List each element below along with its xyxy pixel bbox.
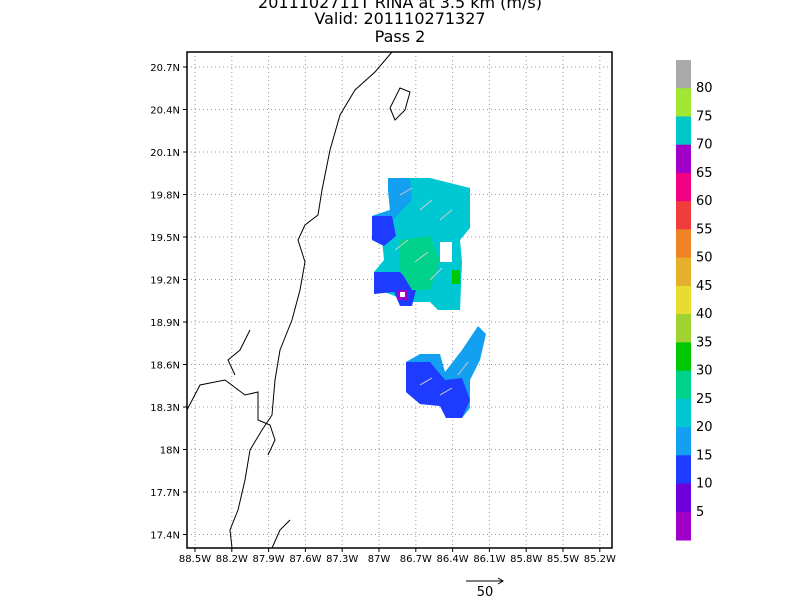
lon-label: 86.4W	[437, 554, 469, 565]
lat-label: 18.3N	[150, 403, 180, 414]
colorbar-label: 40	[696, 307, 713, 322]
colorbar-swatch	[676, 201, 691, 230]
lon-label: 88.5W	[179, 554, 211, 565]
lat-label: 19.5N	[150, 233, 180, 244]
colorbar-label: 25	[696, 392, 713, 407]
colorbar-swatch	[676, 60, 691, 89]
colorbar-swatch	[676, 172, 691, 202]
grid: 20.7N 20.4N 20.1N 19.8N 19.5N 19.2N 18.9N 18.6N…	[150, 52, 616, 565]
colorbar-label: 5	[696, 505, 704, 520]
colorbar-label: 30	[696, 364, 713, 379]
lon-label: 85.8W	[510, 554, 542, 565]
lat-label: 18N	[160, 446, 180, 457]
coastline	[186, 51, 411, 549]
lat-label: 17.7N	[150, 488, 180, 499]
colorbar-swatch	[676, 483, 691, 513]
wind-field	[372, 178, 486, 418]
colorbar-swatch	[676, 88, 691, 117]
colorbar-swatch	[676, 455, 691, 485]
title-line: Valid: 201110271327	[314, 9, 485, 28]
colorbar-label: 70	[696, 138, 713, 153]
colorbar: 80 75 70 65 60 55 50 45 40 35 30 25 20 15 10 5	[676, 60, 713, 541]
lon-label: 86.1W	[473, 554, 505, 565]
colorbar-label: 20	[696, 420, 713, 435]
colorbar-label: 60	[696, 194, 713, 209]
lat-label: 18.6N	[150, 361, 180, 372]
lat-label: 17.4N	[150, 531, 180, 542]
lon-label: 85.2W	[584, 554, 616, 565]
lon-label: 87W	[368, 554, 391, 565]
colorbar-label: 55	[696, 222, 713, 237]
colorbar-swatch	[676, 314, 691, 343]
colorbar-label: 50	[696, 251, 713, 266]
lon-label: 87.3W	[326, 554, 358, 565]
colorbar-swatch	[676, 370, 691, 400]
colorbar-swatch	[676, 398, 691, 428]
lat-label: 20.4N	[150, 106, 180, 117]
colorbar-swatch	[676, 285, 691, 315]
lon-label: 87.9W	[253, 554, 285, 565]
plot-frame	[186, 51, 613, 549]
colorbar-swatch	[676, 144, 691, 174]
colorbar-label: 15	[696, 448, 713, 463]
colorbar-label: 75	[696, 109, 713, 124]
colorbar-swatch	[676, 257, 691, 287]
lon-label: 85.5W	[547, 554, 579, 565]
title-line: Pass 2	[375, 27, 426, 46]
vector-scale-arrowhead	[497, 577, 504, 585]
lon-label: 86.7W	[400, 554, 432, 565]
lon-label: 87.6W	[289, 554, 321, 565]
title-line: 2011102711T RINA at 3.5 km (m/s)	[258, 0, 542, 12]
lat-label: 19.8N	[150, 191, 180, 202]
colorbar-swatch	[676, 229, 691, 259]
colorbar-label: 65	[696, 166, 713, 181]
colorbar-swatch	[676, 427, 691, 456]
lat-label: 18.9N	[150, 318, 180, 329]
lat-label: 20.1N	[150, 148, 180, 159]
colorbar-label: 80	[696, 81, 713, 96]
colorbar-swatch	[676, 342, 691, 372]
colorbar-label: 10	[696, 477, 713, 492]
colorbar-swatch	[676, 116, 691, 146]
colorbar-label: 45	[696, 279, 713, 294]
lat-label: 19.2N	[150, 276, 180, 287]
colorbar-swatch	[676, 511, 691, 541]
lat-label: 20.7N	[150, 63, 180, 74]
colorbar-label: 35	[696, 335, 713, 350]
vector-scale-label: 50	[477, 585, 494, 600]
lon-label: 88.2W	[216, 554, 248, 565]
